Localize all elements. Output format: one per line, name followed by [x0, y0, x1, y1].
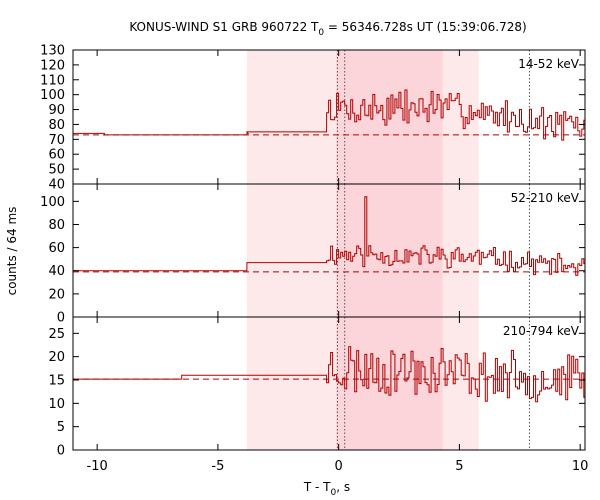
- panel-3: 0 5 10 15 20 25 210-794 keV: [48, 316, 586, 459]
- y-tick-label: 60: [48, 148, 65, 163]
- chart-title-main: KONUS-WIND S1 GRB 960722 T: [129, 20, 319, 34]
- x-axis-title-rest: , s: [336, 480, 350, 494]
- chart-title-rest: = 56346.728s UT (15:39:06.728): [324, 20, 527, 34]
- y-tick-label: 120: [40, 58, 65, 73]
- y-tick-label: 10: [48, 397, 65, 412]
- x-axis-title-main: T - T: [303, 480, 331, 494]
- y-tick-label: 0: [57, 311, 65, 326]
- energy-band-label: 210-794 keV: [503, 324, 580, 338]
- count-rate-series: [73, 196, 585, 276]
- panel-2: 0 20 40 60 80 100 52-210 keV: [40, 183, 586, 326]
- y-tick-label: 60: [48, 241, 65, 256]
- y-tick-label: 0: [57, 444, 65, 459]
- y-tick-label: 80: [48, 218, 65, 233]
- energy-band-label: 52-210 keV: [511, 191, 580, 205]
- y-tick-label: 20: [48, 350, 65, 365]
- chart-title-subscript: 0: [318, 28, 324, 38]
- y-tick-label: 90: [48, 103, 65, 118]
- x-axis-title-subscript: 0: [331, 488, 337, 498]
- x-tick-label: 0: [335, 459, 343, 474]
- x-axis-title: T - T0, s: [303, 480, 350, 498]
- shaded-region-2: [336, 317, 443, 450]
- y-tick-label: 15: [48, 374, 65, 389]
- y-tick-label: 100: [40, 195, 65, 210]
- y-tick-label: 70: [48, 133, 65, 148]
- x-tick-label: -5: [211, 459, 224, 474]
- x-tick-label: -10: [87, 459, 108, 474]
- y-tick-label: 40: [48, 264, 65, 279]
- y-axis-title: counts / 64 ms: [5, 207, 19, 296]
- x-tick-label: 10: [572, 459, 589, 474]
- count-rate-series: [73, 89, 585, 141]
- y-tick-label: 5: [57, 420, 65, 435]
- y-tick-label: 130: [40, 44, 65, 59]
- chart-title: KONUS-WIND S1 GRB 960722 T0 = 56346.728s…: [129, 20, 526, 38]
- y-tick-label: 40: [48, 178, 65, 193]
- y-tick-label: 50: [48, 163, 65, 178]
- y-tick-label: 25: [48, 327, 65, 342]
- y-tick-label: 20: [48, 287, 65, 302]
- y-tick-label: 100: [40, 88, 65, 103]
- y-tick-label: 80: [48, 118, 65, 133]
- x-tick-label: 5: [455, 459, 463, 474]
- y-tick-label: 110: [40, 73, 65, 88]
- panel-frame: [72, 316, 586, 451]
- count-rate-series: [73, 346, 585, 403]
- energy-band-label: 14-52 keV: [518, 57, 580, 71]
